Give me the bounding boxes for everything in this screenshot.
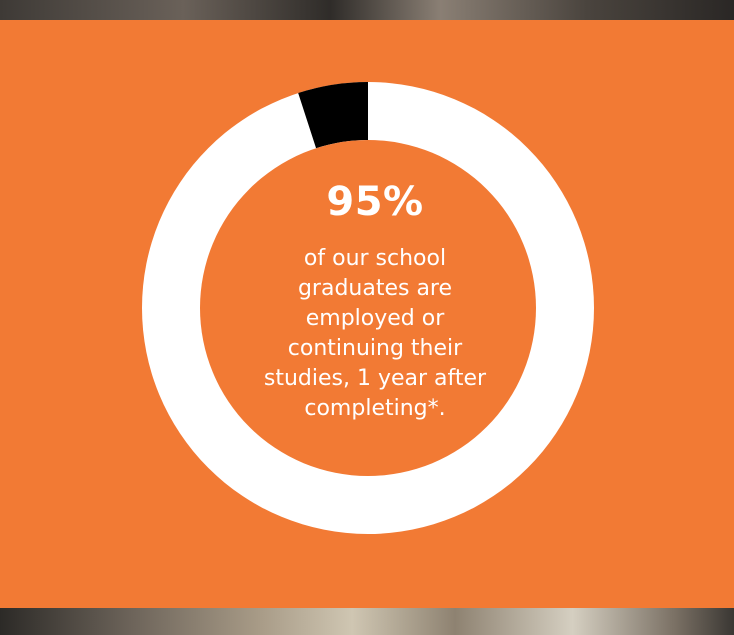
ring-remainder-segment xyxy=(298,82,368,149)
stat-text: 95% of our school graduates are employed… xyxy=(247,178,503,424)
stat-value: 95% xyxy=(326,179,424,225)
background-photo-bottom xyxy=(0,608,734,635)
background-photo-top xyxy=(0,0,734,20)
stat-description: of our school graduates are employed or … xyxy=(263,246,487,421)
stat-panel: 95% of our school graduates are employed… xyxy=(0,20,734,608)
ring-inner xyxy=(200,140,536,476)
progress-ring xyxy=(142,82,594,534)
